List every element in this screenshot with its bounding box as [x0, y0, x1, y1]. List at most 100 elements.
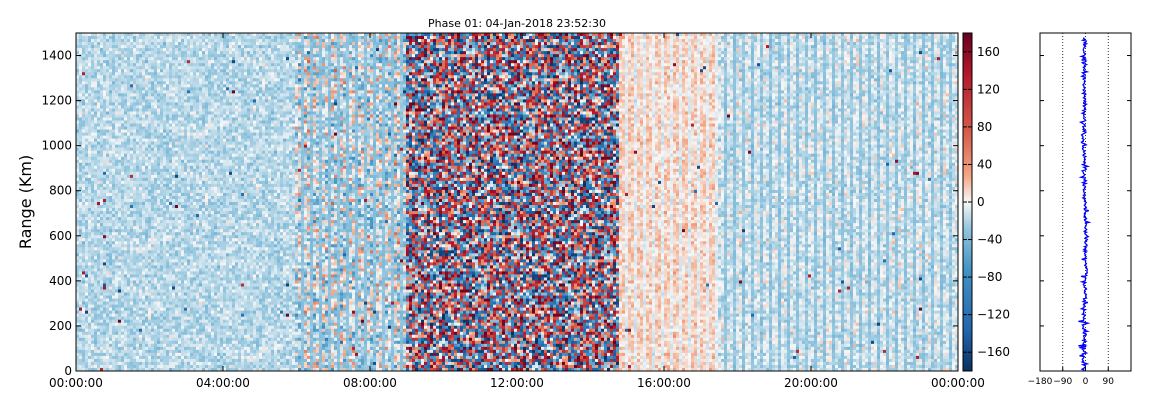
heatmap-cell [94, 326, 97, 329]
heatmap-cell [91, 193, 94, 196]
heatmap-cell [109, 60, 112, 63]
heatmap-cell [100, 187, 103, 190]
heatmap-cell [79, 353, 82, 356]
heatmap-cell [97, 335, 100, 338]
heatmap-cell [76, 154, 79, 157]
heatmap-cell [94, 157, 97, 160]
heatmap-cell [97, 299, 100, 302]
heatmap-cell [91, 36, 94, 39]
heatmap-cell [82, 154, 85, 157]
heatmap-cell [88, 169, 91, 172]
heatmap-cell [85, 111, 88, 114]
heatmap-cell [79, 299, 82, 302]
heatmap-cell [100, 223, 103, 226]
heatmap-cell [100, 280, 103, 283]
heatmap-cell [85, 148, 88, 151]
heatmap-cell [103, 90, 106, 93]
heatmap-cell [103, 118, 106, 121]
heatmap-cell [88, 229, 91, 232]
heatmap-cell [103, 154, 106, 157]
heatmap-cell [85, 332, 88, 335]
heatmap-cell [106, 293, 109, 296]
heatmap-cell [79, 72, 82, 75]
heatmap-cell [76, 193, 79, 196]
heatmap-cell [94, 280, 97, 283]
heatmap-cell [76, 353, 79, 356]
heatmap-cell [109, 84, 112, 87]
heatmap-cell [94, 362, 97, 365]
heatmap-cell [103, 54, 106, 57]
heatmap-cell [103, 142, 106, 145]
heatmap-cell [97, 48, 100, 51]
heatmap-cell [91, 72, 94, 75]
heatmap-cell [103, 121, 106, 124]
heatmap-cell [103, 265, 106, 268]
heatmap-cell [76, 157, 79, 160]
heatmap-cell [106, 60, 109, 63]
heatmap-cell [106, 287, 109, 290]
heatmap-cell [100, 108, 103, 111]
heatmap-cell [79, 127, 82, 130]
heatmap-cell [106, 66, 109, 69]
heatmap-cell [106, 160, 109, 163]
heatmap-cell [88, 163, 91, 166]
heatmap-cell [97, 314, 100, 317]
heatmap-cell [100, 33, 103, 36]
heatmap-cell [82, 175, 85, 178]
heatmap-cell [106, 175, 109, 178]
heatmap-cell [97, 60, 100, 63]
heatmap-cell [82, 320, 85, 323]
heatmap-cell [100, 359, 103, 362]
heatmap-cell [79, 314, 82, 317]
heatmap-cell [103, 317, 106, 320]
heatmap-cell [76, 33, 79, 36]
heatmap-cell [82, 45, 85, 48]
heatmap-cell [85, 238, 88, 241]
heatmap-cell [100, 196, 103, 199]
heatmap-cell [103, 256, 106, 259]
heatmap-cell [91, 184, 94, 187]
heatmap-cell [97, 148, 100, 151]
heatmap-cell [91, 308, 94, 311]
heatmap-cell [85, 57, 88, 60]
heatmap-cell [85, 341, 88, 344]
heatmap-cell [82, 223, 85, 226]
heatmap-cell [82, 211, 85, 214]
heatmap-cell [76, 244, 79, 247]
heatmap-cell [106, 250, 109, 253]
heatmap-cell [97, 163, 100, 166]
heatmap-cell [100, 190, 103, 193]
heatmap-cell [106, 154, 109, 157]
heatmap-cell [94, 256, 97, 259]
heatmap-cell [76, 136, 79, 139]
heatmap-cell [88, 265, 91, 268]
heatmap-cell [82, 326, 85, 329]
heatmap-cell [91, 256, 94, 259]
heatmap-cell [85, 253, 88, 256]
heatmap-cell [85, 108, 88, 111]
heatmap-cell [82, 193, 85, 196]
heatmap-cell [97, 256, 100, 259]
heatmap-cell [76, 332, 79, 335]
heatmap-cell [85, 102, 88, 105]
heatmap-cell [106, 142, 109, 145]
heatmap-cell [88, 178, 91, 181]
heatmap-cell [79, 223, 82, 226]
heatmap-cell [91, 271, 94, 274]
heatmap-cell [79, 93, 82, 96]
heatmap-cell [79, 196, 82, 199]
heatmap-cell [94, 365, 97, 368]
heatmap-cell [100, 271, 103, 274]
heatmap-cell [76, 277, 79, 280]
heatmap-cell [76, 166, 79, 169]
heatmap-cell [103, 199, 106, 202]
heatmap-cell [82, 244, 85, 247]
heatmap-cell [97, 114, 100, 117]
heatmap-cell [85, 142, 88, 145]
heatmap-cell [97, 169, 100, 172]
heatmap-cell [103, 305, 106, 308]
heatmap-cell [91, 287, 94, 290]
heatmap-cell [76, 290, 79, 293]
heatmap-cell [94, 202, 97, 205]
heatmap-cell [97, 223, 100, 226]
